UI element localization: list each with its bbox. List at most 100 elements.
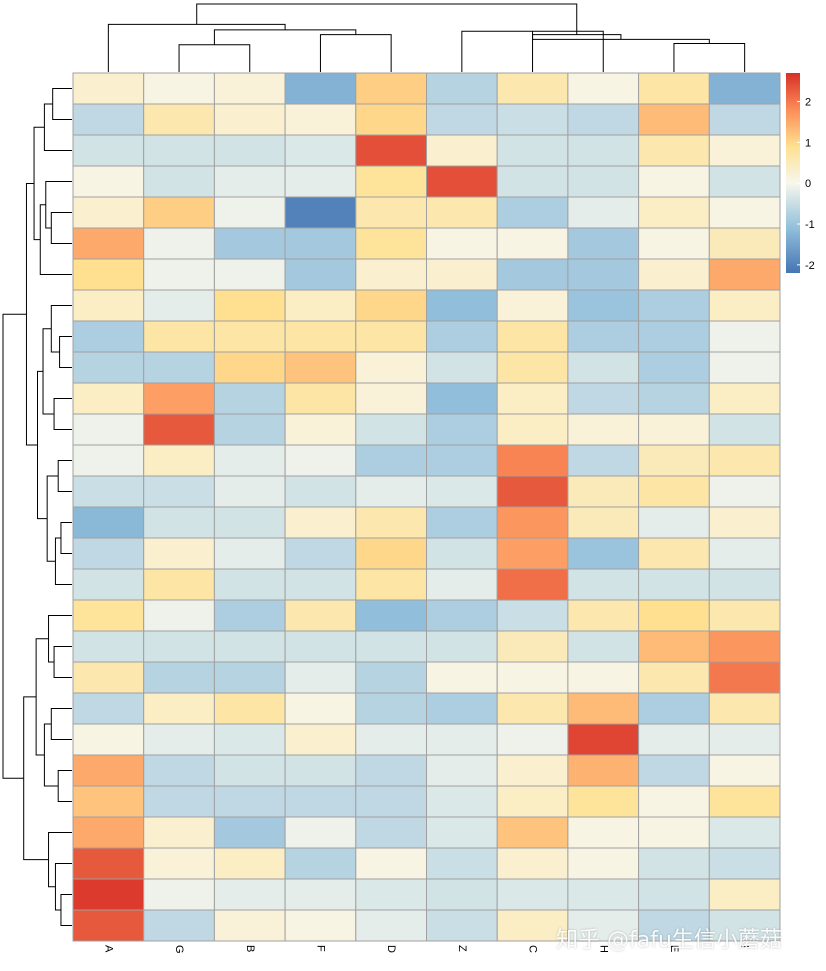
heatmap-cell-r24-B [213, 785, 286, 818]
heatmap-cell-r5-E [638, 196, 710, 229]
heatmap-cell-r21-C [496, 692, 569, 725]
heatmap-cell-r3-D [355, 134, 427, 167]
heatmap-cell-r9-H [567, 320, 640, 353]
heatmap-cell-r27-Z [426, 878, 498, 911]
row-dendro-link-14 [37, 370, 48, 520]
heatmap-cell-r24-Z [426, 785, 498, 818]
row-dendro-link-22 [60, 894, 72, 926]
row-dendro-link-7 [50, 305, 72, 353]
heatmap-cell-r14-D [355, 475, 427, 508]
heatmap-cell-r19-I [708, 630, 781, 663]
heatmap-cell-r3-Z [426, 134, 498, 167]
heatmap-cell-r14-E [638, 475, 710, 508]
heatmap-cell-r23-H [567, 754, 640, 787]
heatmap-cell-r6-Z [426, 227, 498, 260]
heatmap-cell-r25-A [72, 816, 145, 849]
row-dendro-link-26 [2, 313, 27, 779]
heatmap-cell-r16-A [72, 537, 145, 570]
row-dendro-link-15 [25, 182, 38, 446]
heatmap-cell-r7-G [143, 258, 215, 291]
col-dendro-link-3 [107, 23, 286, 72]
heatmap-cell-r15-A [72, 506, 145, 539]
heatmap-cell-r15-H [567, 506, 640, 539]
column-label-G: G [173, 945, 185, 954]
heatmap-cell-r28-A [72, 909, 145, 942]
heatmap-cell-r8-B [213, 289, 286, 322]
heatmap-cell-r2-I [708, 103, 781, 136]
heatmap-cell-r25-B [213, 816, 286, 849]
heatmap-cell-r2-F [284, 103, 357, 136]
heatmap-cell-r7-E [638, 258, 710, 291]
heatmap-cell-r22-E [638, 723, 710, 756]
heatmap-cell-r8-G [143, 289, 215, 322]
heatmap-cell-r4-I [708, 165, 781, 198]
heatmap-cell-r14-C [496, 475, 569, 508]
heatmap-cell-r3-E [638, 134, 710, 167]
col-dendro-link-1 [319, 34, 392, 72]
heatmap-cell-r27-F [284, 878, 357, 911]
heatmap-cell-r10-C [496, 351, 569, 384]
heatmap-cell-r14-H [567, 475, 640, 508]
heatmap-cell-r5-I [708, 196, 781, 229]
heatmap-cell-r10-I [708, 351, 781, 384]
row-dendro-link-8 [53, 398, 72, 430]
heatmap-cell-r7-Z [426, 258, 498, 291]
heatmap-cell-r23-F [284, 754, 357, 787]
heatmap-cell-r16-Z [426, 537, 498, 570]
heatmap-cell-r23-I [708, 754, 781, 787]
heatmap-cell-r1-A [72, 72, 145, 105]
heatmap-cell-r20-B [213, 661, 286, 694]
heatmap-cell-r25-E [638, 816, 710, 849]
heatmap-cell-r18-A [72, 599, 145, 632]
heatmap-cell-r8-H [567, 289, 640, 322]
heatmap-cell-r13-H [567, 444, 640, 477]
heatmap-cell-r24-H [567, 785, 640, 818]
heatmap-cell-r7-H [567, 258, 640, 291]
heatmap-cell-r28-Z [426, 909, 498, 942]
heatmap-cell-r6-C [496, 227, 569, 260]
heatmap-cell-r17-G [143, 568, 215, 601]
heatmap-cell-r25-F [284, 816, 357, 849]
heatmap-cell-r15-C [496, 506, 569, 539]
heatmap-cell-r19-F [284, 630, 357, 663]
heatmap-cell-r19-E [638, 630, 710, 663]
heatmap-cell-r7-D [355, 258, 427, 291]
column-label-E: E [668, 945, 680, 952]
heatmap-cell-r20-A [72, 661, 145, 694]
heatmap-cell-r23-E [638, 754, 710, 787]
heatmap-cell-r27-C [496, 878, 569, 911]
row-dendro-link-21 [35, 638, 49, 756]
heatmap-cell-r5-Z [426, 196, 498, 229]
heatmap-cell-r23-D [355, 754, 427, 787]
heatmap-cell-r1-Z [426, 72, 498, 105]
col-dendro-link-8 [196, 3, 578, 35]
heatmap-cell-r27-H [567, 878, 640, 911]
heatmap-cell-r16-F [284, 537, 357, 570]
heatmap-cell-r19-H [567, 630, 640, 663]
heatmap-cell-r1-E [638, 72, 710, 105]
heatmap-cell-r23-G [143, 754, 215, 787]
heatmap-cell-r2-D [355, 103, 427, 136]
watermark: 知乎 @fafu生信小蘑菇 [556, 928, 782, 953]
heatmap-cell-r25-I [708, 816, 781, 849]
heatmap-cell-r3-B [213, 134, 286, 167]
heatmap-cell-r11-E [638, 382, 710, 415]
heatmap-cell-r2-G [143, 103, 215, 136]
column-label-D: D [385, 945, 397, 953]
heatmap-cell-r21-A [72, 692, 145, 725]
heatmap-cell-r2-C [496, 103, 569, 136]
legend-tick-label--1: -1 [805, 219, 815, 231]
heatmap-cell-r19-Z [426, 630, 498, 663]
heatmap-cell-r8-C [496, 289, 569, 322]
heatmap-cell-r8-Z [426, 289, 498, 322]
heatmap-cell-r9-I [708, 320, 781, 353]
heatmap-cell-r11-A [72, 382, 145, 415]
heatmap-cell-r5-F [284, 196, 357, 229]
heatmap-cell-r9-B [213, 320, 286, 353]
heatmap-cell-r27-D [355, 878, 427, 911]
heatmap-cell-r13-F [284, 444, 357, 477]
row-dendro-link-18 [50, 708, 72, 740]
col-dendro-link-5 [673, 42, 746, 72]
row-dendro-link-13 [46, 475, 59, 562]
